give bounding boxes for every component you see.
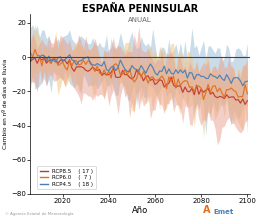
X-axis label: Año: Año	[132, 206, 148, 215]
Y-axis label: Cambio en nº de días de lluvia: Cambio en nº de días de lluvia	[3, 59, 9, 149]
Title: ESPAÑA PENINSULAR: ESPAÑA PENINSULAR	[82, 3, 198, 14]
Text: Emet: Emet	[213, 209, 233, 215]
Text: © Agencia Estatal de Meteorología: © Agencia Estatal de Meteorología	[5, 212, 74, 216]
Text: ANUAL: ANUAL	[128, 17, 152, 23]
Legend: RCP8.5    ( 17 ), RCP6.0    (  7 ), RCP4.5    ( 18 ): RCP8.5 ( 17 ), RCP6.0 ( 7 ), RCP4.5 ( 18…	[37, 166, 96, 189]
Text: A: A	[203, 205, 210, 215]
